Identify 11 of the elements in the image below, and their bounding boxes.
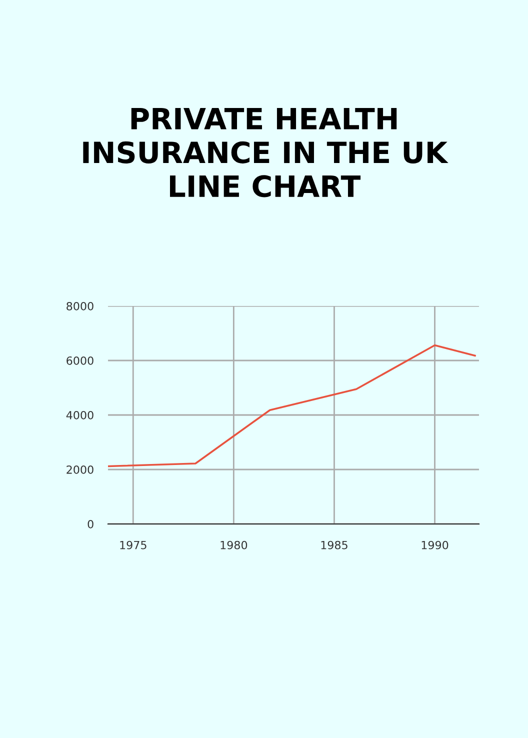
- y-tick-label: 2000: [66, 465, 94, 474]
- x-tick-label: 1990: [422, 540, 448, 550]
- x-tick-label: 1985: [321, 540, 348, 550]
- chart-title: PRIVATE HEALTH INSURANCE IN THE UK LINE CHART: [83, 108, 448, 198]
- y-tick-label: 0: [88, 520, 94, 528]
- y-tick-label: 8000: [66, 302, 94, 310]
- x-tick-label: 1975: [120, 540, 146, 550]
- y-tick-label: 6000: [66, 356, 94, 365]
- y-tick-label: 4000: [66, 410, 94, 420]
- x-tick-label: 1980: [220, 540, 248, 550]
- line-series: [108, 344, 476, 468]
